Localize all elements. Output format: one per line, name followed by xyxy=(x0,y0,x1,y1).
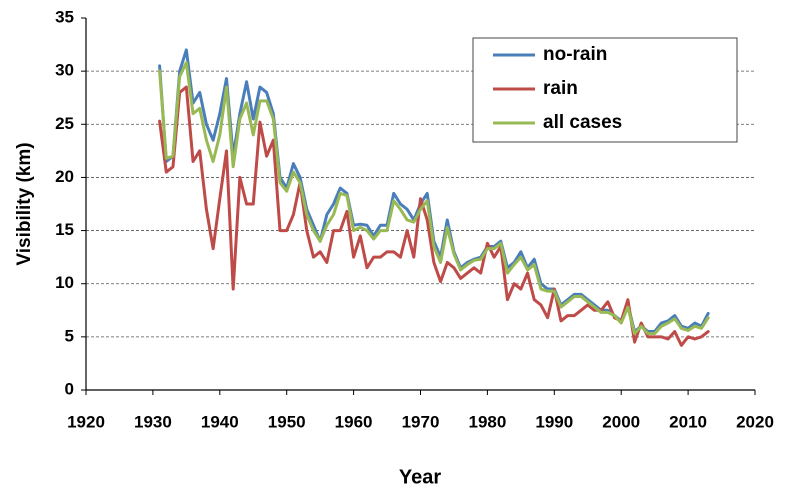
legend-label: all cases xyxy=(543,112,622,133)
legend-label: rain xyxy=(543,78,578,99)
y-tick-label: 5 xyxy=(65,326,74,345)
series-line xyxy=(158,61,710,336)
x-tick-label: 1970 xyxy=(402,412,440,431)
y-tick-label: 10 xyxy=(55,273,74,292)
x-tick-label: 1950 xyxy=(268,412,306,431)
y-axis-title: Visibility (km) xyxy=(14,142,35,265)
y-tick-label: 15 xyxy=(55,220,74,239)
legend-label: no-rain xyxy=(543,44,607,65)
x-tick-label: 1920 xyxy=(67,412,105,431)
x-axis-title: Year xyxy=(399,466,441,488)
x-tick-label: 1930 xyxy=(134,412,172,431)
x-tick-label: 1990 xyxy=(535,412,573,431)
y-tick-label: 30 xyxy=(55,61,74,80)
y-tick-label: 20 xyxy=(55,167,74,186)
y-tick-label: 35 xyxy=(55,7,74,26)
x-tick-label: 1940 xyxy=(201,412,239,431)
x-tick-label: 2010 xyxy=(669,412,707,431)
x-tick-label: 1960 xyxy=(335,412,373,431)
y-tick-label: 0 xyxy=(65,379,74,398)
x-tick-label: 1980 xyxy=(468,412,506,431)
y-tick-label: 25 xyxy=(55,114,74,133)
x-tick-label: 2000 xyxy=(602,412,640,431)
x-tick-label: 2020 xyxy=(736,412,774,431)
